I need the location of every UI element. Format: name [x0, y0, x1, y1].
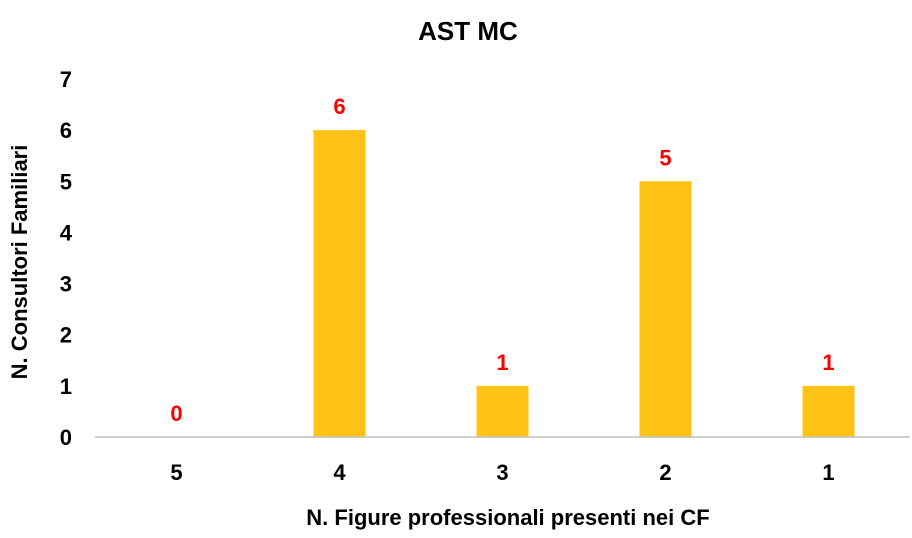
y-tick-label: 7	[60, 67, 72, 92]
y-tick-label: 3	[60, 272, 72, 297]
x-tick-label: 1	[822, 460, 834, 485]
y-tick-label: 5	[60, 169, 72, 194]
x-tick-label: 4	[333, 460, 346, 485]
y-tick-label: 6	[60, 118, 72, 143]
y-tick-label: 1	[60, 374, 72, 399]
y-tick-label: 4	[60, 220, 73, 245]
x-axis-title: N. Figure professionali presenti nei CF	[306, 505, 709, 530]
bars-group	[313, 130, 855, 437]
x-tick-label: 5	[170, 460, 182, 485]
bar	[802, 385, 855, 437]
bar	[476, 385, 529, 437]
data-label: 0	[170, 401, 182, 426]
x-axis-ticks: 5 4 3 2 1	[170, 460, 834, 485]
x-tick-label: 2	[659, 460, 671, 485]
y-axis-title: N. Consultori Familiari	[7, 145, 32, 380]
data-labels: 0 6 1 5 1	[170, 94, 834, 426]
bar	[313, 130, 366, 437]
y-tick-label: 0	[60, 425, 72, 450]
data-label: 1	[496, 350, 508, 375]
bar	[639, 181, 692, 437]
y-axis-ticks: 0 1 2 3 4 5 6 7	[60, 67, 73, 450]
chart-title: AST MC	[418, 16, 518, 46]
data-label: 5	[659, 145, 671, 170]
x-tick-label: 3	[496, 460, 508, 485]
data-label: 6	[333, 94, 345, 119]
y-tick-label: 2	[60, 323, 72, 348]
data-label: 1	[822, 350, 834, 375]
